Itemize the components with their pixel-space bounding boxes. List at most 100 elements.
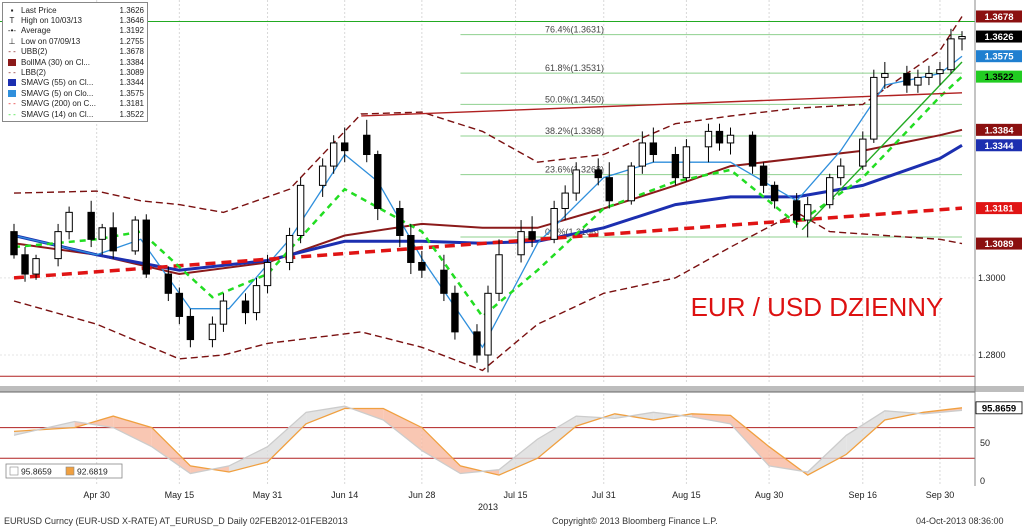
candle-body — [837, 165, 845, 179]
fibonacci-level-label: 61.8%(1.3531) — [545, 63, 604, 73]
legend-label: Average — [21, 26, 51, 36]
candle-body — [175, 292, 184, 317]
oscillator-fill — [537, 416, 577, 459]
candle-body — [54, 231, 62, 260]
footer-copyright: Copyright© 2013 Bloomberg Finance L.P. — [552, 516, 718, 526]
candle-body — [528, 231, 536, 240]
candle-body — [32, 258, 40, 275]
dashed-line-icon: - - — [8, 47, 16, 57]
dashed-line-icon: - - — [8, 109, 16, 119]
low-icon: ⊥ — [8, 36, 16, 46]
candle-body — [131, 219, 139, 252]
candle-body — [605, 177, 613, 202]
legend-value: 1.3089 — [119, 68, 144, 78]
legend-label: Low on 07/09/13 — [21, 36, 81, 46]
legend-value: 1.3522 — [119, 109, 144, 119]
legend-value: 1.3626 — [119, 5, 144, 15]
candle-body — [671, 154, 680, 179]
grid-layer — [0, 0, 1024, 486]
price-label-text: 1.3626 — [984, 32, 1013, 43]
oscillator-layer: 95.8659 92.6819 — [0, 405, 975, 479]
legend-value: 1.3192 — [119, 26, 144, 36]
chart-title: EUR / USD DZIENNY — [691, 292, 944, 322]
price-label-box — [976, 237, 1022, 250]
legend-label: LBB(2) — [21, 68, 46, 78]
price-label-text: 1.3522 — [984, 72, 1013, 83]
footer-security-info: EURUSD Curncy (EUR-USD X-RATE) AT_EURUSD… — [4, 516, 348, 526]
candle-body — [186, 315, 195, 341]
fibonacci-layer: 76.4%(1.3631) 61.8%(1.3531) 50.0%(1.3450) 3… — [460, 25, 962, 238]
price-label-box — [976, 10, 1022, 23]
legend-value: 1.3181 — [119, 99, 144, 109]
trendline — [361, 92, 963, 117]
legend-row: ⊥ Low on 07/09/13 1.2755 — [6, 36, 144, 46]
candle-body — [484, 292, 492, 356]
oscillator-y-tick-label: 50 — [980, 438, 990, 448]
oscillator-fill — [267, 412, 307, 463]
candle-body — [451, 292, 459, 333]
legend-row: -•- Average 1.3192 — [6, 26, 144, 36]
candle-body — [594, 169, 602, 179]
legend-label: SMAVG (200) on C... — [21, 99, 96, 109]
square-icon — [8, 79, 16, 87]
oscillator-legend-box — [5, 463, 123, 479]
price-legend: ▪ Last Price 1.3626 T High on 10/03/13 1.3646… — [2, 2, 148, 123]
candle-body — [10, 231, 18, 256]
candle-body — [296, 184, 305, 236]
chart-background — [0, 0, 1024, 512]
panel-separator — [0, 386, 1024, 392]
x-axis-year-label: 2013 — [478, 502, 498, 512]
dashed-line-icon: - - — [8, 68, 16, 78]
legend-row: T High on 10/03/13 1.3646 — [6, 15, 144, 25]
legend-row: BollMA (30) on Cl... 1.3384 — [6, 57, 144, 67]
legend-label: SMAVG (55) on Cl... — [21, 78, 94, 88]
candle-body — [859, 138, 867, 167]
legend-value: 1.3646 — [119, 16, 144, 26]
fibonacci-level-label: 50.0%(1.3450) — [545, 94, 604, 104]
candle-body — [109, 227, 117, 252]
candle-body — [65, 211, 73, 233]
legend-row: - - SMAVG (200) on C... 1.3181 — [6, 99, 144, 109]
candle-body — [329, 142, 338, 167]
legend-value: 1.3384 — [119, 57, 144, 67]
bloomberg-chart: 76.4%(1.3631) 61.8%(1.3531) 50.0%(1.3450) 3… — [0, 0, 1024, 512]
oscillator-price-label-box — [975, 401, 1023, 415]
x-tick-label: Aug 30 — [755, 490, 784, 500]
legend-label: BollMA (30) on Cl... — [21, 57, 90, 67]
candle-body — [726, 134, 735, 144]
average-icon: -•- — [7, 26, 17, 36]
oscillator-fill — [151, 427, 191, 474]
candle-body — [682, 146, 691, 179]
candle-body — [759, 165, 768, 186]
oscillator-fill — [113, 416, 152, 447]
x-tick-label: Jun 28 — [408, 490, 435, 500]
legend-label: Last Price — [21, 5, 57, 15]
candle-body — [870, 76, 878, 140]
legend-value: 1.2755 — [119, 36, 144, 46]
price-label-box — [976, 139, 1022, 152]
candle-body — [87, 211, 95, 240]
candle-body — [473, 331, 481, 356]
candle-body — [98, 227, 106, 240]
x-tick-label: Jun 14 — [331, 490, 358, 500]
candle-body — [374, 154, 382, 209]
legend-value: 1.3575 — [119, 88, 144, 98]
candle-body — [770, 184, 779, 202]
x-tick-label: May 31 — [253, 490, 283, 500]
candle-body — [263, 261, 272, 287]
candle-body — [748, 134, 757, 167]
candle-body — [572, 169, 580, 194]
legend-row: - - UBB(2) 1.3678 — [6, 47, 144, 57]
candle-body — [638, 142, 647, 167]
candle-body — [21, 254, 29, 275]
oscillator-legend-swatch — [65, 466, 75, 476]
y-tick-label: 1.2800 — [978, 350, 1006, 360]
candle-body — [208, 323, 217, 341]
price-label-text: 1.3181 — [984, 204, 1014, 215]
oscillator-legend: 95.8659 92.6819 — [5, 463, 123, 479]
oscillator-line — [13, 407, 963, 476]
candle-body — [241, 300, 250, 314]
legend-row: - - LBB(2) 1.3089 — [6, 67, 144, 77]
oscillator-fill — [421, 427, 461, 474]
candle-body — [363, 134, 371, 156]
